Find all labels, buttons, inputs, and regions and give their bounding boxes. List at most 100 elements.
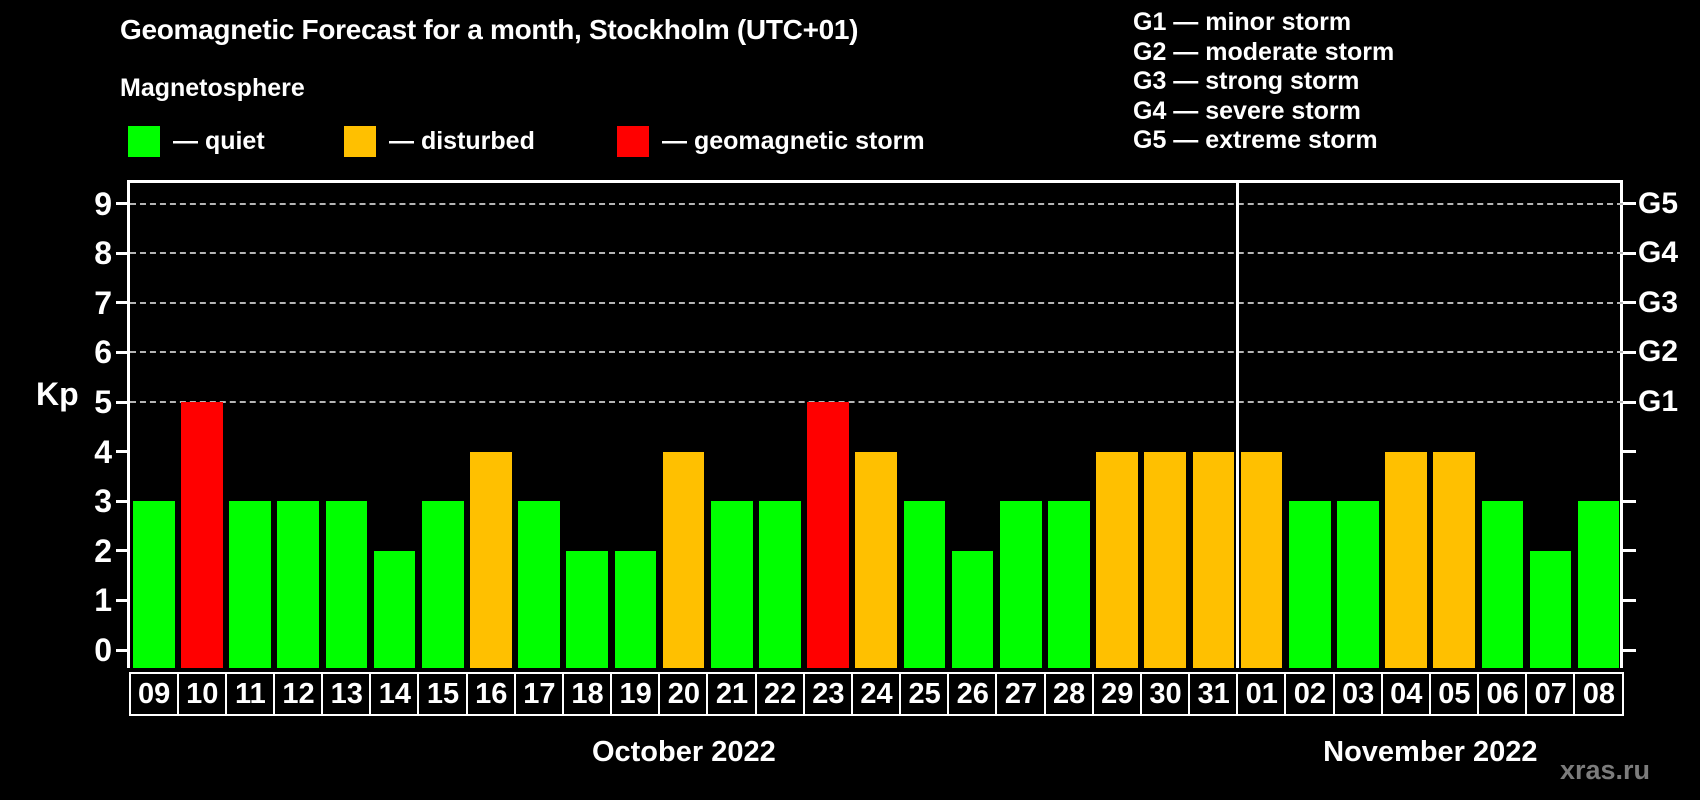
left-axis-tick-4 — [116, 450, 129, 454]
legend-swatch-disturbed — [344, 125, 376, 157]
right-axis-tick-0 — [1623, 648, 1636, 652]
right-axis-tick-9 — [1623, 202, 1636, 206]
right-axis-tick-6 — [1623, 350, 1636, 354]
kp-bar-day-18 — [566, 550, 609, 668]
left-axis-tick-5 — [116, 400, 129, 404]
kp-bar-day-06 — [1481, 501, 1524, 668]
date-label-04: 04 — [1380, 672, 1432, 716]
date-label-13: 13 — [321, 672, 373, 716]
left-axis-tick-8 — [116, 251, 129, 255]
date-label-06: 06 — [1477, 672, 1529, 716]
right-axis-tick-3 — [1623, 499, 1636, 503]
date-label-17: 17 — [513, 672, 565, 716]
g-legend-item-g1: G1 — minor storm — [1133, 8, 1352, 36]
date-label-18: 18 — [561, 672, 614, 716]
kp-bar-day-04 — [1385, 451, 1427, 668]
kp-bar-day-30 — [1144, 451, 1187, 668]
y-axis-label-4: 4 — [94, 433, 112, 470]
month-separator-line — [1236, 183, 1240, 668]
date-label-05: 05 — [1428, 672, 1480, 716]
watermark-xras: xras.ru — [1559, 755, 1650, 785]
left-axis-tick-9 — [116, 202, 129, 206]
g-axis-label-g1: G1 — [1638, 385, 1679, 418]
kp-bar-day-21 — [710, 501, 753, 668]
plot-area — [130, 183, 1623, 668]
date-label-26: 26 — [947, 672, 999, 716]
y-axis-label-0: 0 — [94, 632, 112, 668]
kp-bar-day-14 — [373, 550, 416, 668]
month-label-october: October 2022 — [591, 736, 776, 768]
date-label-29: 29 — [1091, 672, 1143, 716]
legend-item-quiet: — quiet — [128, 124, 265, 158]
g-axis-label-g5: G5 — [1638, 186, 1679, 220]
gridline-kp9 — [130, 202, 1623, 205]
y-axis-label-9: 9 — [94, 185, 112, 222]
legend-item-storm: — geomagnetic storm — [617, 124, 925, 158]
left-axis-tick-7 — [116, 301, 129, 305]
kp-bar-day-27 — [999, 501, 1042, 668]
legend-swatch-quiet — [128, 125, 160, 157]
date-label-07: 07 — [1525, 672, 1577, 716]
date-label-10: 10 — [176, 672, 228, 716]
date-label-25: 25 — [899, 672, 951, 716]
kp-bar-day-12 — [277, 501, 320, 668]
right-axis-tick-8 — [1623, 251, 1636, 255]
legend-swatch-storm — [617, 125, 649, 157]
gridline-kp8 — [130, 252, 1623, 255]
date-label-19: 19 — [610, 672, 662, 716]
month-label-november: November 2022 — [1323, 736, 1538, 768]
kp-bar-day-23 — [807, 402, 849, 668]
gridline-kp6 — [130, 351, 1623, 354]
kp-bar-day-10 — [181, 402, 223, 668]
chart-title: Geomagnetic Forecast for a month, Stockh… — [120, 14, 859, 45]
kp-bar-day-20 — [662, 451, 705, 668]
kp-bar-day-29 — [1096, 451, 1138, 668]
date-label-27: 27 — [995, 672, 1047, 716]
date-label-09: 09 — [128, 672, 180, 716]
date-label-12: 12 — [272, 672, 325, 716]
date-label-01: 01 — [1236, 672, 1288, 716]
right-axis-tick-1 — [1623, 598, 1636, 602]
g-axis-label-g3: G3 — [1638, 285, 1679, 319]
kp-bar-day-16 — [470, 451, 512, 668]
left-axis-tick-1 — [116, 598, 129, 602]
date-label-24: 24 — [850, 672, 903, 716]
date-label-11: 11 — [224, 672, 276, 716]
legend-label-storm: — geomagnetic storm — [662, 126, 925, 155]
y-axis-label-5: 5 — [94, 384, 112, 420]
right-axis-tick-7 — [1623, 301, 1636, 305]
date-label-15: 15 — [417, 672, 469, 716]
right-axis-tick-2 — [1623, 549, 1636, 553]
kp-bar-day-11 — [229, 501, 271, 668]
g-axis-label-g4: G4 — [1638, 236, 1679, 270]
kp-bar-day-07 — [1529, 550, 1572, 668]
date-label-08: 08 — [1573, 672, 1625, 716]
date-label-31: 31 — [1188, 672, 1240, 716]
kp-bar-day-31 — [1192, 451, 1235, 668]
gridline-kp7 — [130, 301, 1623, 304]
kp-bar-day-05 — [1433, 451, 1475, 668]
date-axis-row: 09 10 11 12 13 14 15 16 17 18 19 20 21 22 23 24 25 26 27 28… — [128, 672, 1625, 716]
right-axis-tick-4 — [1623, 450, 1636, 454]
y-axis-label-3: 3 — [94, 483, 112, 520]
date-label-30: 30 — [1139, 672, 1192, 716]
left-axis-tick-2 — [116, 549, 129, 553]
y-axis-label-7: 7 — [94, 284, 112, 321]
y-axis-label-1: 1 — [94, 582, 112, 619]
left-axis-tick-0 — [116, 648, 129, 652]
date-label-21: 21 — [706, 672, 758, 716]
gridline-kp5 — [130, 401, 1623, 403]
date-label-28: 28 — [1043, 672, 1095, 716]
kp-bar-day-02 — [1288, 501, 1331, 668]
y-axis-label-6: 6 — [94, 334, 112, 371]
legend-label-quiet: — quiet — [173, 126, 265, 155]
date-label-23: 23 — [802, 672, 854, 716]
kp-axis-label: Kp — [36, 376, 79, 412]
date-label-20: 20 — [658, 672, 710, 716]
g-scale-legend: G1 — minor storm G2 — moderate storm G3 — … — [1133, 8, 1394, 156]
date-label-16: 16 — [465, 672, 517, 716]
date-label-22: 22 — [754, 672, 806, 716]
y-axis-label-2: 2 — [94, 532, 112, 569]
g-legend-item-g3: G3 — strong storm — [1133, 67, 1360, 95]
plot-frame — [127, 180, 1623, 668]
